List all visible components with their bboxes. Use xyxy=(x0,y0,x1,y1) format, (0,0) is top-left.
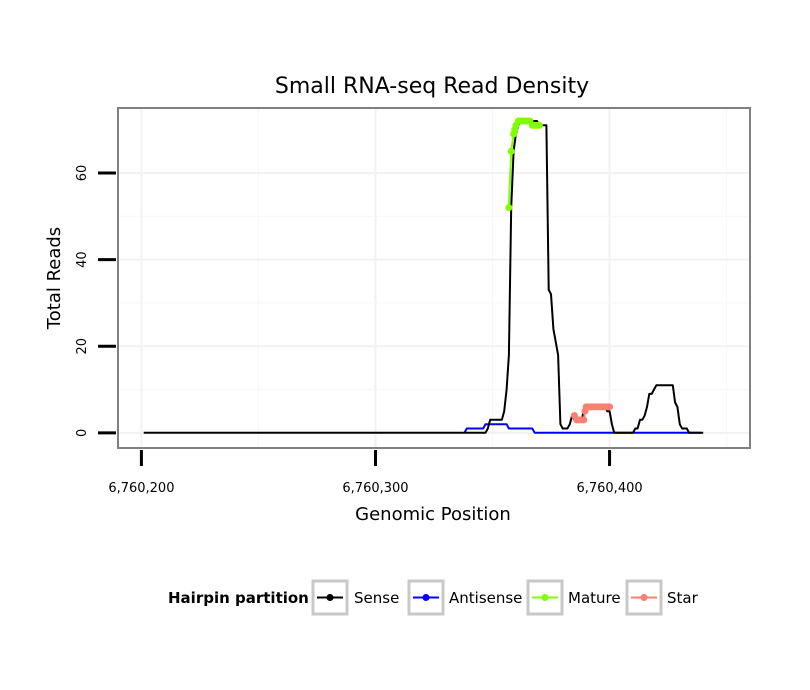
y-tick-label: 20 xyxy=(75,338,90,355)
plot-panel xyxy=(118,108,750,448)
x-tick-label: 6,760,400 xyxy=(576,481,642,496)
mature-point xyxy=(505,204,513,212)
x-tick-label: 6,760,300 xyxy=(342,481,408,496)
legend-label-sense: Sense xyxy=(354,589,399,607)
legend-key-dot-star xyxy=(640,594,648,601)
y-tick-label: 0 xyxy=(75,429,90,437)
mature-point xyxy=(507,147,515,155)
y-axis: 0 20 40 60 xyxy=(75,165,116,437)
y-tick-label: 60 xyxy=(75,165,90,182)
legend-label-mature: Mature xyxy=(568,589,621,607)
legend-label-star: Star xyxy=(667,589,699,607)
legend-title: Hairpin partition xyxy=(168,589,309,607)
x-tick-label: 6,760,200 xyxy=(108,481,174,496)
x-axis: 6,760,200 6,760,300 6,760,400 xyxy=(108,450,643,496)
legend: Hairpin partition Sense Antisense Mature St… xyxy=(168,579,699,616)
x-axis-title: Genomic Position xyxy=(355,504,511,525)
legend-label-antisense: Antisense xyxy=(449,589,522,607)
mature-point xyxy=(535,121,543,129)
antisense-series-line xyxy=(463,423,701,434)
star-point xyxy=(580,416,588,424)
legend-key-dot-antisense xyxy=(422,594,430,601)
y-tick-label: 40 xyxy=(75,251,90,268)
chart-title: Small RNA-seq Read Density xyxy=(275,74,589,99)
legend-key-dot-sense xyxy=(326,594,334,601)
series-layer xyxy=(143,117,704,434)
star-point xyxy=(606,403,614,411)
legend-key-dot-mature xyxy=(541,594,549,601)
plot-border xyxy=(117,107,751,449)
y-axis-title: Total Reads xyxy=(44,227,65,330)
